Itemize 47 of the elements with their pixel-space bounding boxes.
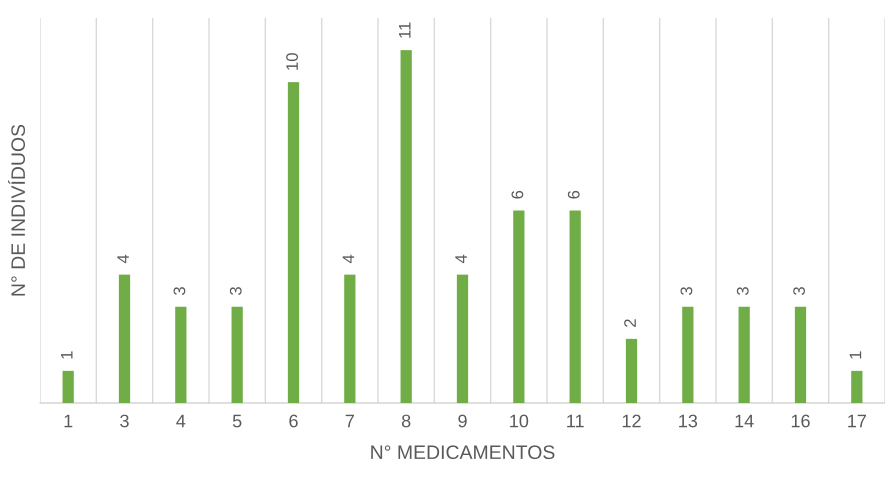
- data-label: 4: [342, 254, 354, 264]
- x-tick-label: 5: [232, 414, 242, 428]
- bar: [62, 370, 74, 403]
- bar: [570, 210, 581, 403]
- x-tick-label: 8: [402, 414, 410, 428]
- x-tick-label: 14: [736, 414, 754, 428]
- data-label: 3: [230, 287, 242, 296]
- data-label: 6: [568, 190, 580, 199]
- x-tick-label: 11: [567, 414, 584, 428]
- bar: [794, 306, 806, 403]
- bar: [400, 50, 412, 403]
- x-tick-label: 7: [346, 414, 354, 428]
- bar: [626, 338, 638, 403]
- bar: [513, 210, 524, 403]
- bar: [738, 306, 750, 403]
- x-tick-label: 6: [289, 414, 298, 428]
- x-axis-title: N° MEDICAMENTOS: [371, 445, 554, 460]
- data-label: 4: [455, 254, 467, 264]
- x-tick-label: 16: [792, 414, 810, 428]
- data-label: 6: [512, 190, 524, 199]
- x-tick-label: 10: [510, 414, 528, 428]
- data-label: 3: [174, 287, 186, 296]
- bar: [175, 306, 186, 403]
- x-tick-label: 12: [622, 414, 641, 428]
- data-label: 4: [117, 254, 129, 264]
- data-label: 1: [850, 351, 862, 359]
- data-label: 11: [399, 22, 410, 38]
- x-tick-label: 13: [679, 414, 698, 428]
- x-tick-label: 1: [64, 414, 72, 428]
- data-label: 1: [61, 351, 72, 359]
- y-axis-title: N° DE INDIVÍDUOS: [8, 124, 26, 296]
- data-label: 3: [680, 287, 692, 296]
- bar: [456, 274, 468, 403]
- bar: [118, 274, 130, 403]
- data-label: 2: [624, 319, 636, 327]
- bar: [851, 370, 862, 403]
- data-label: 3: [793, 287, 805, 296]
- bar: [288, 82, 300, 403]
- bar: [232, 306, 243, 403]
- x-tick-label: 17: [848, 414, 866, 428]
- x-tick-label: 4: [176, 414, 186, 428]
- data-label: 10: [286, 53, 298, 70]
- bar: [344, 274, 356, 403]
- bar: [682, 306, 694, 403]
- data-label: 3: [736, 287, 749, 296]
- x-tick-label: 9: [458, 414, 467, 428]
- x-tick-label: 3: [120, 414, 129, 428]
